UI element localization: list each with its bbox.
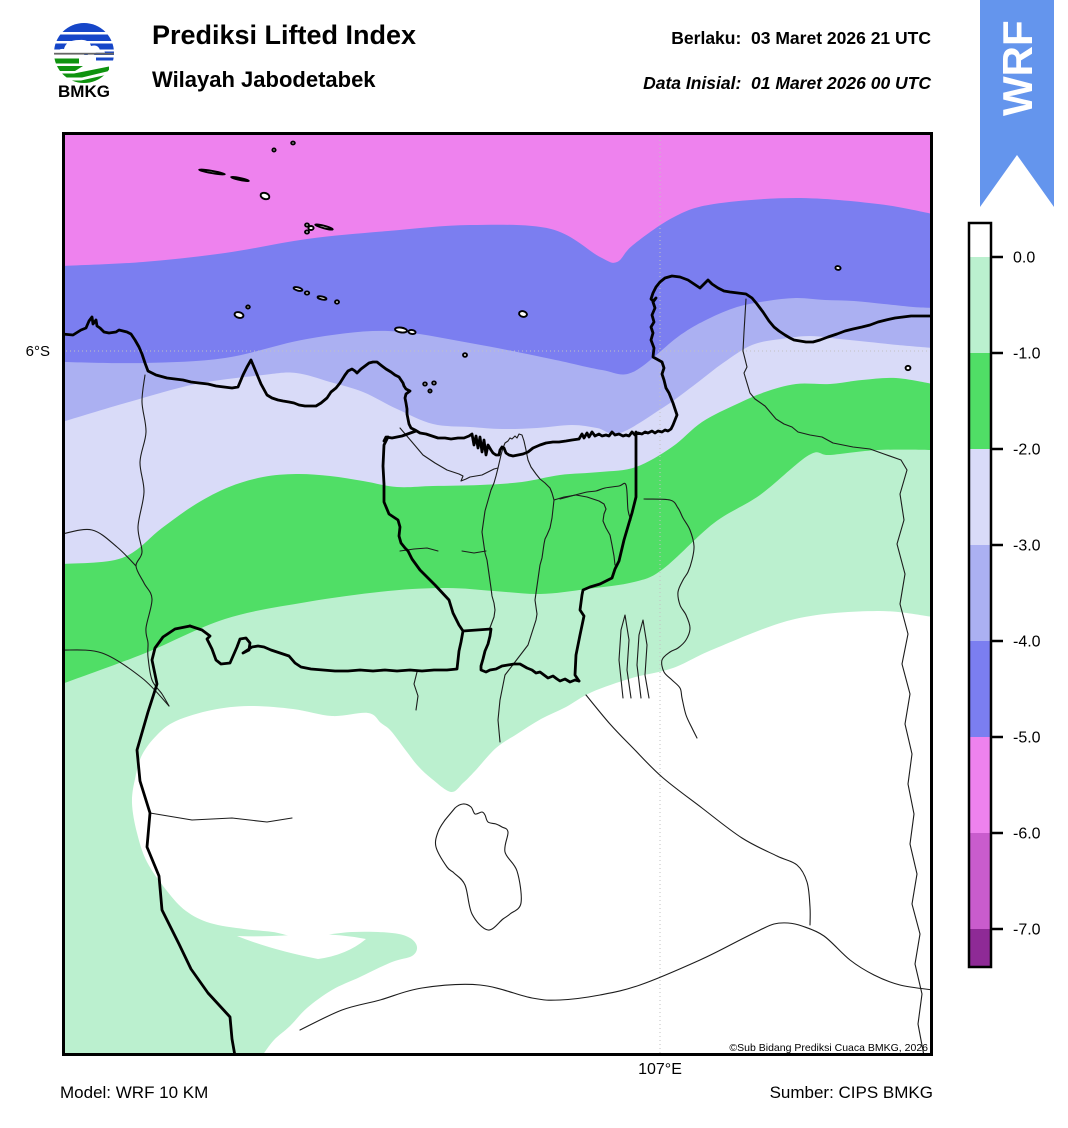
svg-text:-2.0: -2.0 (1013, 442, 1041, 459)
svg-text:-1.0: -1.0 (1013, 346, 1041, 363)
svg-text:0.0: 0.0 (1013, 250, 1035, 267)
svg-text:©Sub Bidang Prediksi Cuaca BMK: ©Sub Bidang Prediksi Cuaca BMKG, 2026 (729, 1042, 928, 1054)
svg-text:-6.0: -6.0 (1013, 826, 1041, 843)
svg-text:-3.0: -3.0 (1013, 538, 1041, 555)
svg-text:BMKG: BMKG (58, 82, 110, 101)
svg-text:-5.0: -5.0 (1013, 730, 1041, 747)
svg-text:WRF: WRF (994, 20, 1041, 116)
svg-text:-4.0: -4.0 (1013, 634, 1041, 651)
svg-text:-7.0: -7.0 (1013, 922, 1041, 939)
